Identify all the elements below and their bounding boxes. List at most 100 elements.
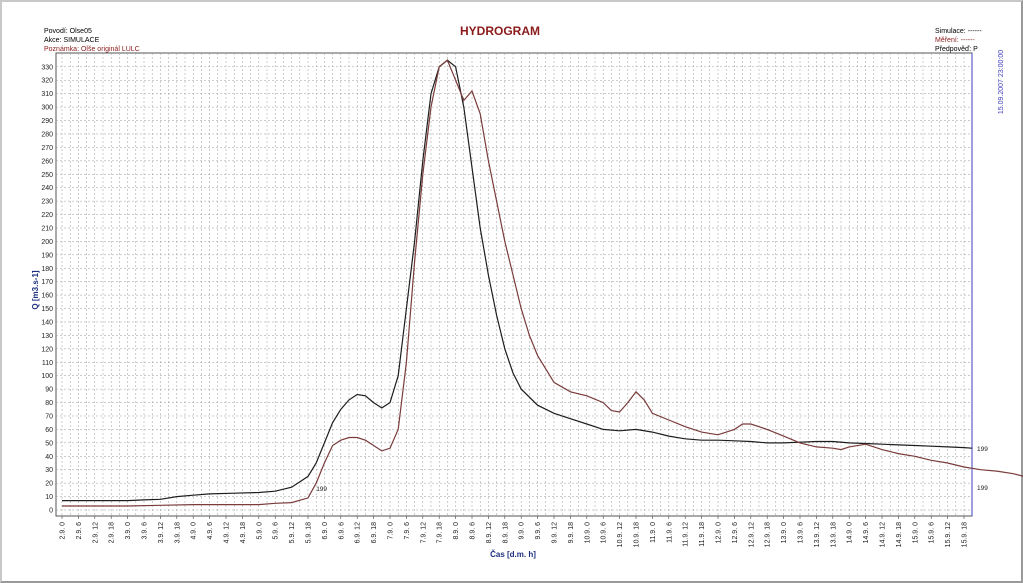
- y-tick-label: 100: [41, 373, 53, 380]
- x-tick-label: 11.9. 0: [650, 522, 657, 543]
- x-tick-label: 14.9. 12: [880, 522, 887, 547]
- x-tick-label: 10.9. 18: [634, 522, 641, 547]
- x-tick-label: 10.9. 0: [584, 522, 591, 544]
- x-tick-label: 3.9. 6: [142, 522, 149, 540]
- x-tick-label: 15.9. 0: [912, 522, 919, 544]
- series-line-2: [62, 59, 1023, 507]
- y-tick-label: 260: [41, 158, 53, 165]
- x-tick-label: 9.9. 6: [535, 522, 542, 540]
- x-tick-label: 5.9. 0: [256, 522, 263, 540]
- y-tick-label: 60: [45, 427, 53, 434]
- x-tick-label: 9.9. 0: [519, 522, 526, 540]
- series-line-1: [62, 59, 973, 502]
- x-tick-label: 14.9. 0: [847, 522, 854, 544]
- x-tick-label: 2.9. 12: [92, 522, 99, 544]
- y-tick-label: 140: [41, 319, 53, 326]
- x-tick-label: 8.9. 18: [502, 522, 509, 544]
- x-tick-label: 15.9. 18: [962, 522, 969, 547]
- x-tick-label: 6.9. 12: [355, 522, 362, 544]
- chart-title: HYDROGRAM: [460, 24, 540, 38]
- y-tick-label: 190: [41, 252, 53, 259]
- akce-label: Akce: SIMULACE: [44, 37, 100, 44]
- x-tick-label: 12.9. 12: [748, 522, 755, 547]
- y-tick-label: 290: [41, 118, 53, 125]
- y-tick-label: 180: [41, 266, 53, 273]
- x-tick-label: 12.9. 0: [716, 522, 723, 544]
- x-tick-label: 13.9. 18: [830, 522, 837, 547]
- y-tick-label: 0: [49, 508, 53, 515]
- current-time-label: 15.09.2007 23:00:00: [998, 50, 1005, 114]
- x-tick-label: 9.9. 18: [568, 522, 575, 544]
- x-tick-label: 15.9. 6: [929, 522, 936, 544]
- poznamka-label: Poznámka: Olše originál LULC: [44, 46, 140, 53]
- grid: [55, 52, 973, 517]
- y-tick-label: 80: [45, 400, 53, 407]
- povodi-label: Povodí: Olse05: [44, 28, 92, 35]
- x-tick-label: 9.9. 12: [552, 522, 559, 544]
- x-tick-label: 7.9. 12: [420, 522, 427, 544]
- predpoved-label: Předpověď: P: [935, 46, 978, 53]
- x-tick-label: 8.9. 6: [470, 522, 477, 540]
- y-tick-label: 210: [41, 225, 53, 232]
- x-tick-label: 3.9. 0: [125, 522, 132, 540]
- y-tick-label: 150: [41, 306, 53, 313]
- point-label: 199: [977, 446, 988, 453]
- x-tick-label: 14.9. 18: [896, 522, 903, 547]
- x-tick-label: 7.9. 6: [404, 522, 411, 540]
- y-tick-label: 110: [42, 360, 53, 367]
- y-tick-label: 300: [41, 105, 53, 112]
- y-tick-label: 330: [41, 64, 53, 71]
- y-tick-label: 270: [41, 145, 53, 152]
- x-tick-label: 6.9. 18: [371, 522, 378, 544]
- simulace-label: Simulace: ------: [935, 28, 982, 35]
- x-tick-label: 3.9. 12: [158, 522, 165, 544]
- axes: 0 10 20 30 40 50 60 70 80 90 100 110 120 130 140 150 160…: [31, 50, 1005, 559]
- x-tick-label: 12.9. 18: [765, 522, 772, 547]
- y-tick-label: 40: [45, 454, 53, 461]
- point-label: 199: [316, 486, 327, 493]
- y-tick-label: 20: [45, 481, 53, 488]
- x-tick-label: 2.9. 0: [60, 522, 67, 540]
- chart-labels: 199 199 199: [316, 446, 988, 493]
- x-tick-label: 12.9. 6: [732, 522, 739, 544]
- x-tick-label: 10.9. 6: [601, 522, 608, 544]
- x-tick-label: 13.9. 0: [781, 522, 788, 544]
- x-tick-label: 5.9. 6: [273, 522, 280, 540]
- x-tick-label: 7.9. 18: [437, 522, 444, 544]
- y-tick-label: 310: [41, 91, 53, 98]
- x-tick-label: 13.9. 6: [798, 522, 805, 544]
- y-tick-label: 10: [45, 494, 53, 501]
- x-tick-label: 4.9. 18: [240, 522, 247, 544]
- x-axis-title: Čas [d.m. h]: [490, 550, 536, 559]
- x-tick-label: 4.9. 0: [191, 522, 198, 540]
- y-tick-label: 230: [41, 199, 53, 206]
- x-tick-label: 6.9. 6: [338, 522, 345, 540]
- x-tick-label: 7.9. 0: [388, 522, 395, 540]
- x-tick-label: 5.9. 12: [289, 522, 296, 544]
- x-tick-label: 15.9. 12: [945, 522, 952, 547]
- mereni-label: Měření: ------: [935, 37, 975, 44]
- y-tick-label: 320: [41, 78, 53, 85]
- y-tick-label: 280: [41, 131, 53, 138]
- x-tick-label: 2.9. 18: [109, 522, 116, 544]
- x-tick-label: 11.9. 6: [666, 522, 673, 543]
- series-lines: [62, 59, 1023, 507]
- y-tick-label: 200: [41, 239, 53, 246]
- x-tick-label: 4.9. 12: [224, 522, 231, 544]
- x-tick-label: 6.9. 0: [322, 522, 329, 540]
- x-tick-label: 10.9. 12: [617, 522, 624, 547]
- x-tick-label: 4.9. 6: [207, 522, 214, 540]
- y-tick-label: 90: [45, 387, 53, 394]
- y-tick-label: 240: [41, 185, 53, 192]
- y-tick-label: 30: [45, 467, 53, 474]
- point-label: 199: [977, 485, 988, 492]
- y-tick-label: 250: [41, 172, 53, 179]
- y-tick-label: 220: [41, 212, 53, 219]
- y-tick-label: 120: [41, 346, 53, 353]
- x-tick-label: 5.9. 18: [306, 522, 313, 544]
- x-tick-label: 2.9. 6: [76, 522, 83, 540]
- y-tick-label: 70: [45, 413, 53, 420]
